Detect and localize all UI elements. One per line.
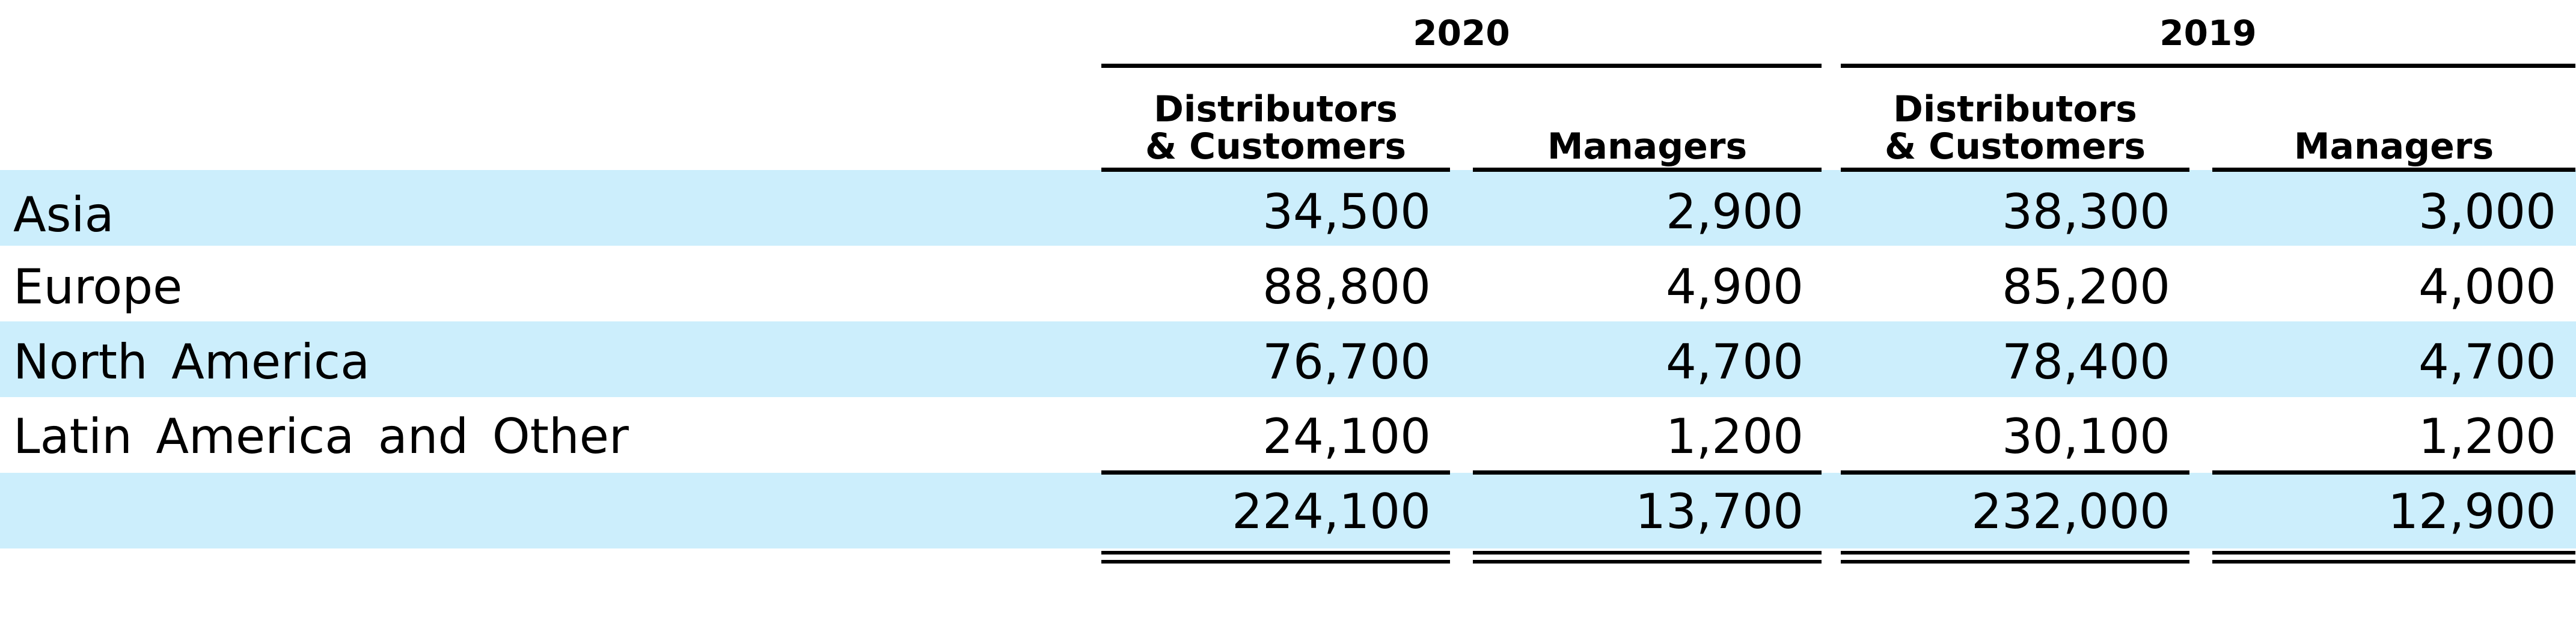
col-header-managers-2020-label: Managers [1547,126,1748,168]
row-label-latin-america-and-other: Latin America and Other [13,409,629,464]
cell-europe-distributors-2019: 85,200 [2002,259,2170,315]
col-header-distributors-2020-line1: Distributors [1154,88,1398,130]
double-rule-managers-2020 [1473,551,1822,564]
rule-col-distributors-2019 [1841,168,2189,172]
rule-subtotal-distributors-2019 [1841,470,2189,475]
cell-asia-distributors-2019: 38,300 [2002,184,2170,240]
col-header-managers-2020: Managers [1473,84,1822,165]
cell-latin-america-managers-2019: 1,200 [2418,409,2556,464]
cell-europe-distributors-2020: 88,800 [1262,259,1431,315]
cell-total-managers-2019: 12,900 [2388,484,2556,539]
double-rule-distributors-2019 [1841,551,2189,564]
cell-europe-managers-2019: 4,000 [2418,259,2556,315]
col-header-distributors-2019-line2: & Customers [1884,126,2146,168]
rule-col-distributors-2020 [1101,168,1450,172]
cell-north-america-distributors-2020: 76,700 [1262,334,1431,390]
row-label-asia: Asia [13,187,114,243]
col-header-distributors-2020-line2: & Customers [1145,126,1407,168]
row-label-north-america: North America [13,334,370,390]
col-header-distributors-2019: Distributors & Customers [1841,84,2189,165]
cell-latin-america-distributors-2019: 30,100 [2002,409,2170,464]
cell-north-america-managers-2020: 4,700 [1665,334,1804,390]
cell-north-america-distributors-2019: 78,400 [2002,334,2170,390]
cell-latin-america-distributors-2020: 24,100 [1262,409,1431,464]
row-band-total [0,473,2576,548]
rule-year-2020 [1101,64,1822,68]
col-header-managers-2019-label: Managers [2293,126,2494,168]
row-band-asia [0,170,2576,246]
cell-total-distributors-2020: 224,100 [1232,484,1431,539]
col-header-distributors-2020: Distributors & Customers [1101,84,1450,165]
cell-north-america-managers-2019: 4,700 [2418,334,2556,390]
rule-col-managers-2020 [1473,168,1822,172]
cell-europe-managers-2020: 4,900 [1665,259,1804,315]
cell-asia-managers-2019: 3,000 [2418,184,2556,240]
cell-latin-america-managers-2020: 1,200 [1665,409,1804,464]
row-label-europe: Europe [13,259,183,315]
row-band-north-america [0,321,2576,397]
rule-subtotal-distributors-2020 [1101,470,1450,475]
rule-col-managers-2019 [2212,168,2575,172]
double-rule-managers-2019 [2212,551,2575,564]
col-header-managers-2019: Managers [2212,84,2575,165]
cell-asia-distributors-2020: 34,500 [1262,184,1431,240]
cell-asia-managers-2020: 2,900 [1665,184,1804,240]
year-header-2020: 2020 [1413,13,1510,53]
rule-year-2019 [1841,64,2575,68]
year-header-2019: 2019 [2159,13,2257,53]
rule-subtotal-managers-2020 [1473,470,1822,475]
cell-total-managers-2020: 13,700 [1635,484,1804,539]
double-rule-distributors-2020 [1101,551,1450,564]
rule-subtotal-managers-2019 [2212,470,2575,475]
cell-total-distributors-2019: 232,000 [1971,484,2170,539]
col-header-distributors-2019-line1: Distributors [1893,88,2137,130]
